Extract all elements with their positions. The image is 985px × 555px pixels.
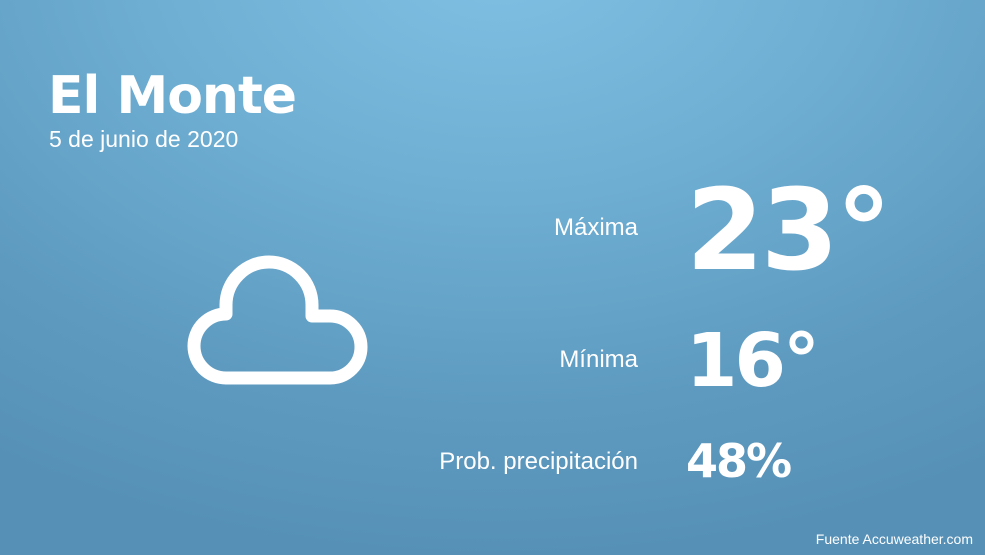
source-credit: Fuente Accuweather.com bbox=[815, 531, 973, 547]
max-value: 23° bbox=[686, 166, 892, 296]
max-label: Máxima bbox=[553, 214, 638, 241]
forecast-date: 5 de junio de 2020 bbox=[49, 126, 239, 152]
min-label: Mínima bbox=[559, 346, 638, 373]
precip-label: Prob. precipitación bbox=[439, 448, 638, 475]
city-title: El Monte bbox=[48, 66, 297, 126]
precip-value: 48% bbox=[686, 434, 792, 488]
min-value: 16° bbox=[686, 318, 820, 404]
